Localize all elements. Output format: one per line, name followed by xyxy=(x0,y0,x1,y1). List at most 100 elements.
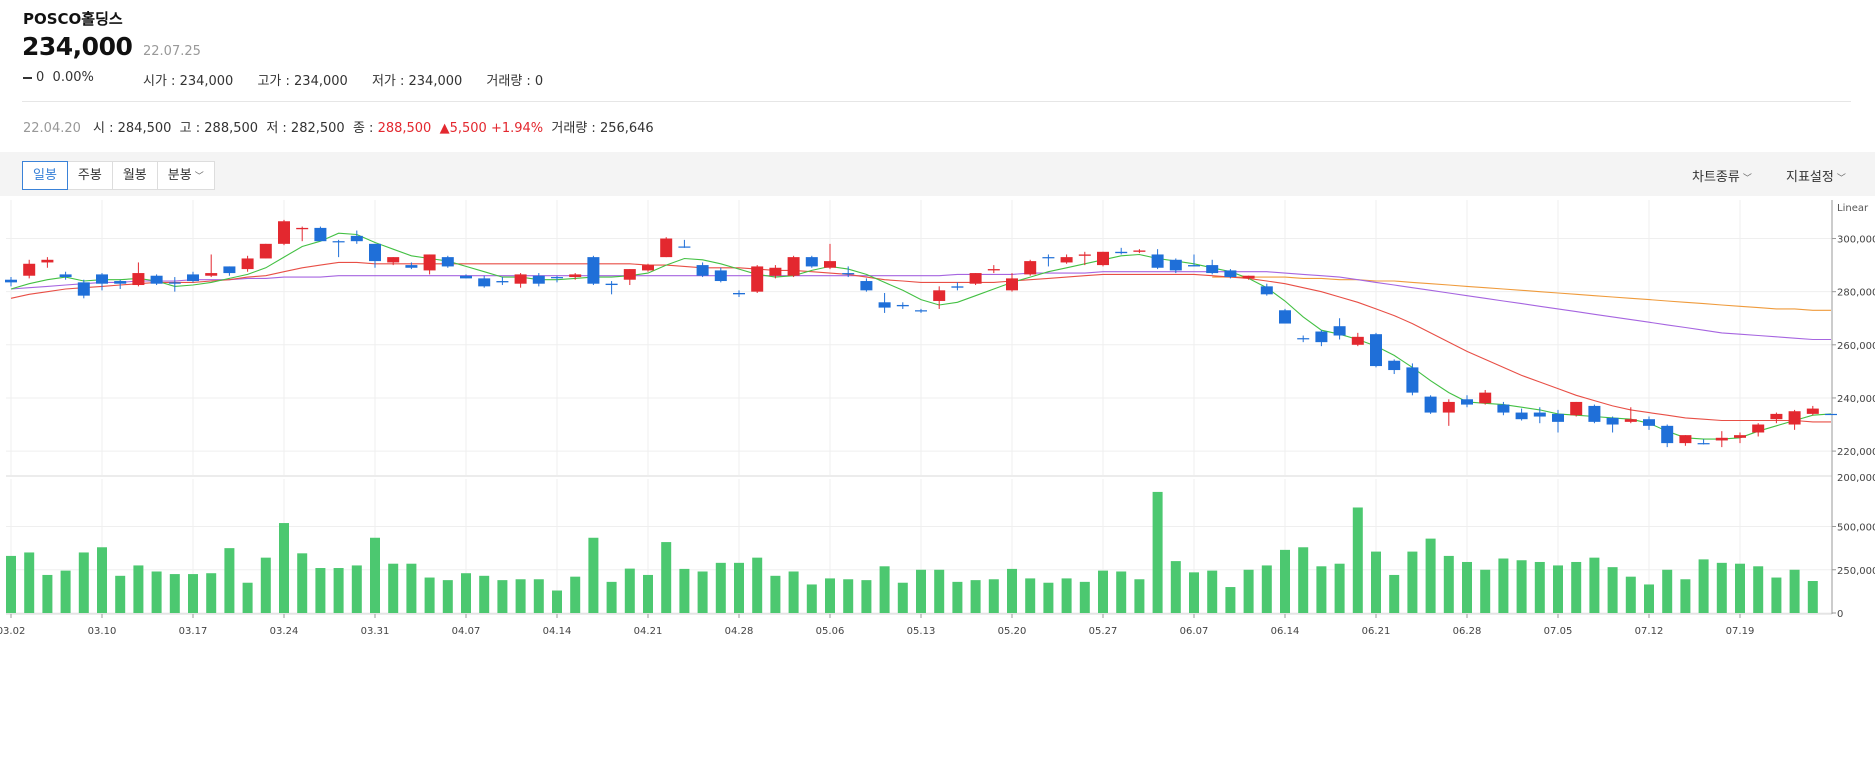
candle xyxy=(1351,332,1364,347)
candle xyxy=(1606,416,1619,433)
candle xyxy=(969,273,982,286)
chevron-down-icon: ﹀ xyxy=(194,172,204,182)
candle-body xyxy=(77,282,90,296)
candle-body xyxy=(642,265,654,271)
change-percent: 0.00% xyxy=(52,70,94,85)
candle-body xyxy=(205,273,218,276)
volume-bar xyxy=(1316,566,1327,613)
candle xyxy=(241,255,254,272)
stock-chart[interactable]: Linear 220,000 240,000 260,000 280,000 300,0… xyxy=(0,200,1875,763)
candle-body xyxy=(951,286,964,288)
candle-body xyxy=(1151,254,1164,268)
divider xyxy=(22,101,1851,102)
candle-body xyxy=(259,243,272,259)
candle xyxy=(1570,401,1583,417)
candle-body xyxy=(824,261,836,268)
tab-weekly[interactable]: 주봉 xyxy=(66,161,113,190)
indicator-select[interactable]: 지표설정 ﹀ xyxy=(1786,166,1846,185)
volume-bar xyxy=(1334,563,1345,613)
volume-bar xyxy=(1698,559,1709,613)
candle-body xyxy=(1643,419,1655,426)
candle-body xyxy=(114,281,127,284)
candle xyxy=(824,243,836,270)
candle-body xyxy=(1224,270,1237,278)
hover-change-pct: +1.94% xyxy=(490,121,544,136)
candle xyxy=(896,302,909,309)
candle-body xyxy=(59,274,72,278)
volume-bar xyxy=(661,542,672,613)
candle-body xyxy=(132,273,145,286)
ma120-line xyxy=(1212,276,1831,311)
volume-bar xyxy=(351,565,362,613)
candle-body xyxy=(1006,278,1018,291)
chart-type-select[interactable]: 차트종류 ﹀ xyxy=(1692,166,1752,185)
volume-bar xyxy=(1134,579,1145,613)
volume-bar xyxy=(1516,560,1527,613)
volume-bar xyxy=(1116,571,1127,613)
volume-bar xyxy=(78,552,89,613)
candle-body xyxy=(1097,251,1109,266)
tab-monthly[interactable]: 월봉 xyxy=(111,161,158,190)
candle-body xyxy=(805,257,818,267)
tab-minute[interactable]: 분봉 ﹀ xyxy=(156,161,215,190)
volume-bar xyxy=(133,565,144,613)
candle-body xyxy=(878,302,891,308)
volume-bar xyxy=(1425,538,1436,613)
candle xyxy=(1825,413,1837,416)
x-tick-label: 04.21 xyxy=(634,626,663,637)
volume-bar xyxy=(1553,565,1563,613)
volume-tick-label: 500,000 xyxy=(1837,523,1875,534)
x-tick-label: 03.31 xyxy=(361,626,390,637)
volume-bar xyxy=(1225,587,1236,613)
x-tick-label: 06.07 xyxy=(1180,626,1209,637)
tab-daily[interactable]: 일봉 xyxy=(22,161,68,190)
candle-body xyxy=(187,274,199,282)
candle xyxy=(1679,435,1692,446)
candle xyxy=(787,255,800,278)
candle xyxy=(1461,395,1473,408)
candle xyxy=(1097,251,1109,267)
volume-bar xyxy=(1589,557,1600,613)
candle-body xyxy=(1279,310,1291,324)
indicator-label: 지표설정 xyxy=(1786,170,1834,185)
x-tick-label: 03.02 xyxy=(0,626,25,637)
candle xyxy=(1697,439,1710,445)
candle xyxy=(987,265,1000,274)
x-tick-label: 05.20 xyxy=(998,626,1027,637)
candle-body xyxy=(168,282,181,284)
x-tick-label: 06.21 xyxy=(1362,626,1391,637)
candle xyxy=(114,279,127,290)
tab-minute-label: 분봉 xyxy=(167,168,192,183)
candle xyxy=(205,254,218,278)
candle-body xyxy=(1024,261,1037,275)
candle-body xyxy=(23,263,36,276)
flat-icon xyxy=(23,76,32,79)
candle-body xyxy=(496,281,509,283)
candle xyxy=(751,265,764,293)
candle-body xyxy=(1206,265,1219,274)
candle xyxy=(41,257,54,268)
candle-body xyxy=(1424,396,1437,413)
volume-bar xyxy=(24,552,35,613)
volume-bar xyxy=(242,582,253,613)
candle-body xyxy=(1442,401,1455,413)
volume-bar xyxy=(861,580,872,613)
candle-body xyxy=(460,275,472,279)
volume-bar xyxy=(1753,566,1764,613)
candle-body xyxy=(1315,331,1328,343)
candle-body xyxy=(933,290,946,301)
volume-bar xyxy=(1735,563,1745,613)
hover-volume: 거래량 : 256,646 xyxy=(551,121,654,136)
candle xyxy=(878,292,891,313)
volume-bar xyxy=(1261,565,1272,613)
x-tick-label: 03.17 xyxy=(179,626,208,637)
candle xyxy=(623,269,636,286)
candle-body xyxy=(96,274,108,284)
volume-bar xyxy=(1043,582,1054,613)
candle-body xyxy=(1825,413,1837,416)
candle xyxy=(1806,405,1819,416)
volume-bar xyxy=(770,575,781,613)
volume-bar xyxy=(1807,581,1818,613)
volume-bar xyxy=(1534,561,1545,613)
candle-body xyxy=(751,266,764,292)
